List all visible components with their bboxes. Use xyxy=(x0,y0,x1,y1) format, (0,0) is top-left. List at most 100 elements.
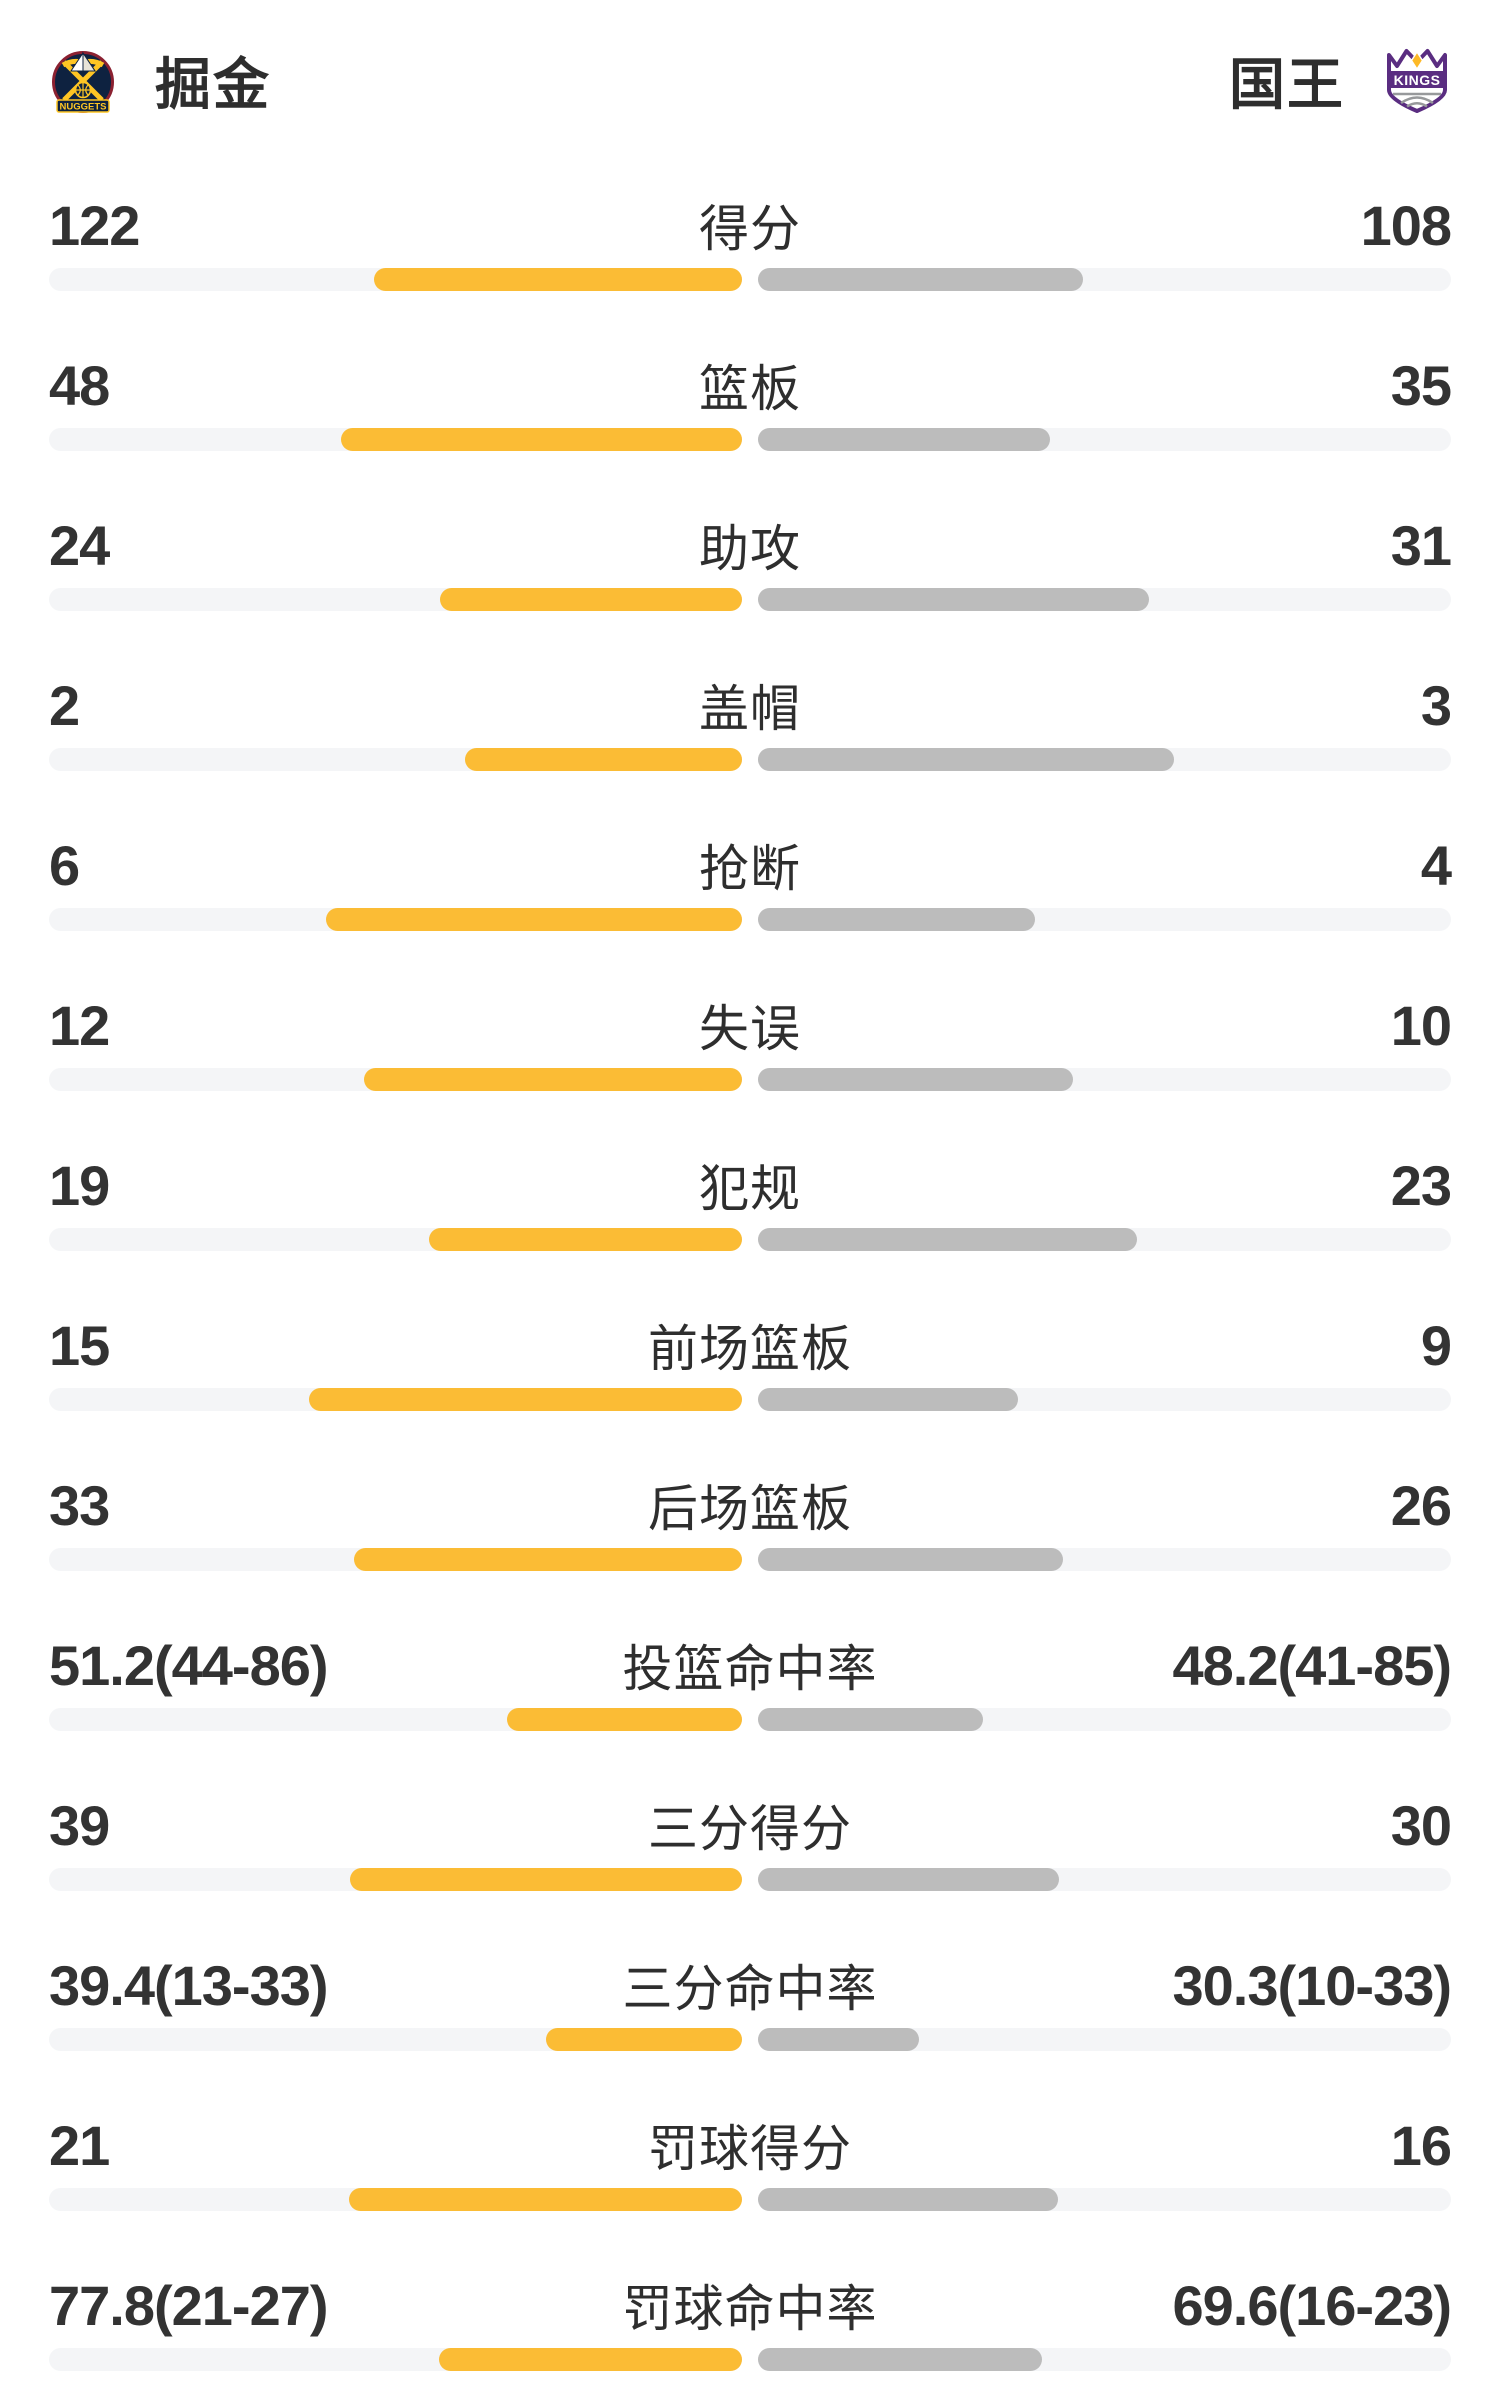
stat-label: 犯规 xyxy=(699,1161,801,1217)
left-value: 39 xyxy=(49,1793,110,1857)
left-bar-fill xyxy=(348,2188,742,2211)
left-bar-track xyxy=(49,1228,742,1251)
right-bar-track xyxy=(758,2028,1451,2051)
left-bar-track xyxy=(49,1708,742,1731)
right-bar-fill xyxy=(758,2188,1058,2211)
stat-label: 三分得分 xyxy=(648,1801,852,1857)
left-value: 33 xyxy=(49,1473,110,1537)
left-bar-track xyxy=(49,748,742,771)
stat-row: 39.4(13-33) 三分命中率 30.3(10-33) xyxy=(0,1920,1500,2080)
right-bar-track xyxy=(758,748,1451,771)
right-bar-track xyxy=(758,428,1451,451)
right-bar-fill xyxy=(758,1388,1018,1411)
stat-row: 77.8(21-27) 罚球命中率 69.6(16-23) xyxy=(0,2240,1500,2400)
left-bar-track xyxy=(49,2188,742,2211)
right-value: 30.3(10-33) xyxy=(1172,1953,1452,2017)
left-bar-track xyxy=(49,1068,742,1091)
right-bar-fill xyxy=(758,1708,984,1731)
right-bar-fill xyxy=(758,1228,1138,1251)
left-team-name: 掘金 xyxy=(155,52,271,116)
left-value: 51.2(44-86) xyxy=(49,1633,329,1697)
right-value: 9 xyxy=(1420,1313,1452,1377)
right-bar-fill xyxy=(758,428,1051,451)
left-value: 24 xyxy=(49,513,110,577)
right-team-header[interactable]: 国王 KINGS xyxy=(1229,40,1451,121)
left-value: 6 xyxy=(49,833,80,897)
header: NUGGETS 掘金 国王 KINGS xyxy=(0,0,1500,160)
stat-label: 得分 xyxy=(699,201,801,257)
left-bar-fill xyxy=(363,1068,742,1091)
left-bar-track xyxy=(49,2348,742,2371)
stat-label: 投篮命中率 xyxy=(622,1641,878,1697)
left-bar-fill xyxy=(354,1548,742,1571)
right-bar-fill xyxy=(758,2348,1043,2371)
stat-label: 抢断 xyxy=(699,841,801,897)
left-bar-fill xyxy=(374,268,742,291)
right-value: 3 xyxy=(1420,673,1452,737)
right-bar-track xyxy=(758,1228,1451,1251)
left-bar-fill xyxy=(350,1868,742,1891)
left-bar-track xyxy=(49,588,742,611)
right-value: 108 xyxy=(1360,193,1452,257)
right-bar-fill xyxy=(758,1068,1073,1091)
right-team-name: 国王 xyxy=(1229,52,1345,116)
right-value: 69.6(16-23) xyxy=(1172,2273,1452,2337)
left-bar-fill xyxy=(428,1228,742,1251)
left-bar-track xyxy=(49,908,742,931)
right-bar-fill xyxy=(758,268,1084,291)
right-value: 26 xyxy=(1390,1473,1452,1537)
right-value: 35 xyxy=(1390,353,1452,417)
left-value: 12 xyxy=(49,993,110,1057)
left-bar-fill xyxy=(308,1388,742,1411)
nuggets-logo-icon: NUGGETS xyxy=(52,51,114,113)
right-bar-fill xyxy=(758,908,1036,931)
left-value: 15 xyxy=(49,1313,110,1377)
stat-row: 2 盖帽 3 xyxy=(0,640,1500,800)
right-bar-fill xyxy=(758,1868,1060,1891)
stat-row: 21 罚球得分 16 xyxy=(0,2080,1500,2240)
right-bar-fill xyxy=(758,1548,1064,1571)
stat-row: 51.2(44-86) 投篮命中率 48.2(41-85) xyxy=(0,1600,1500,1760)
right-bar-track xyxy=(758,2188,1451,2211)
left-bar-fill xyxy=(439,588,742,611)
stat-label: 助攻 xyxy=(699,521,801,577)
left-value: 122 xyxy=(49,193,140,257)
right-value: 10 xyxy=(1390,993,1452,1057)
left-value: 77.8(21-27) xyxy=(49,2273,329,2337)
right-bar-track xyxy=(758,2348,1451,2371)
right-value: 31 xyxy=(1390,513,1452,577)
left-bar-fill xyxy=(438,2348,742,2371)
stat-row: 122 得分 108 xyxy=(0,160,1500,320)
right-bar-track xyxy=(758,908,1451,931)
stat-row: 39 三分得分 30 xyxy=(0,1760,1500,1920)
kings-logo-icon: KINGS xyxy=(1387,49,1447,113)
right-value: 23 xyxy=(1390,1153,1452,1217)
left-bar-track xyxy=(49,1868,742,1891)
svg-text:KINGS: KINGS xyxy=(1394,72,1441,88)
left-team-header[interactable]: NUGGETS 掘金 xyxy=(49,40,271,121)
right-bar-track xyxy=(758,268,1451,291)
stat-row: 48 篮板 35 xyxy=(0,320,1500,480)
right-value: 30 xyxy=(1390,1793,1452,1857)
right-value: 48.2(41-85) xyxy=(1172,1633,1452,1697)
stat-label: 后场篮板 xyxy=(648,1481,852,1537)
right-bar-track xyxy=(758,1868,1451,1891)
right-bar-fill xyxy=(758,748,1174,771)
left-bar-fill xyxy=(326,908,742,931)
stat-row: 6 抢断 4 xyxy=(0,800,1500,960)
svg-text:NUGGETS: NUGGETS xyxy=(60,102,107,113)
stat-label: 罚球得分 xyxy=(648,2121,852,2177)
left-value: 48 xyxy=(49,353,110,417)
left-value: 39.4(13-33) xyxy=(49,1953,329,2017)
right-bar-track xyxy=(758,1708,1451,1731)
right-value: 16 xyxy=(1390,2113,1452,2177)
right-bar-track xyxy=(758,588,1451,611)
stats-list: 122 得分 108 48 篮板 35 xyxy=(0,160,1500,2400)
stat-row: 12 失误 10 xyxy=(0,960,1500,1120)
left-bar-fill xyxy=(341,428,742,451)
left-bar-track xyxy=(49,268,742,291)
right-bar-track xyxy=(758,1068,1451,1091)
right-value: 4 xyxy=(1420,833,1452,897)
left-bar-fill xyxy=(507,1708,742,1731)
stat-label: 盖帽 xyxy=(699,681,801,737)
